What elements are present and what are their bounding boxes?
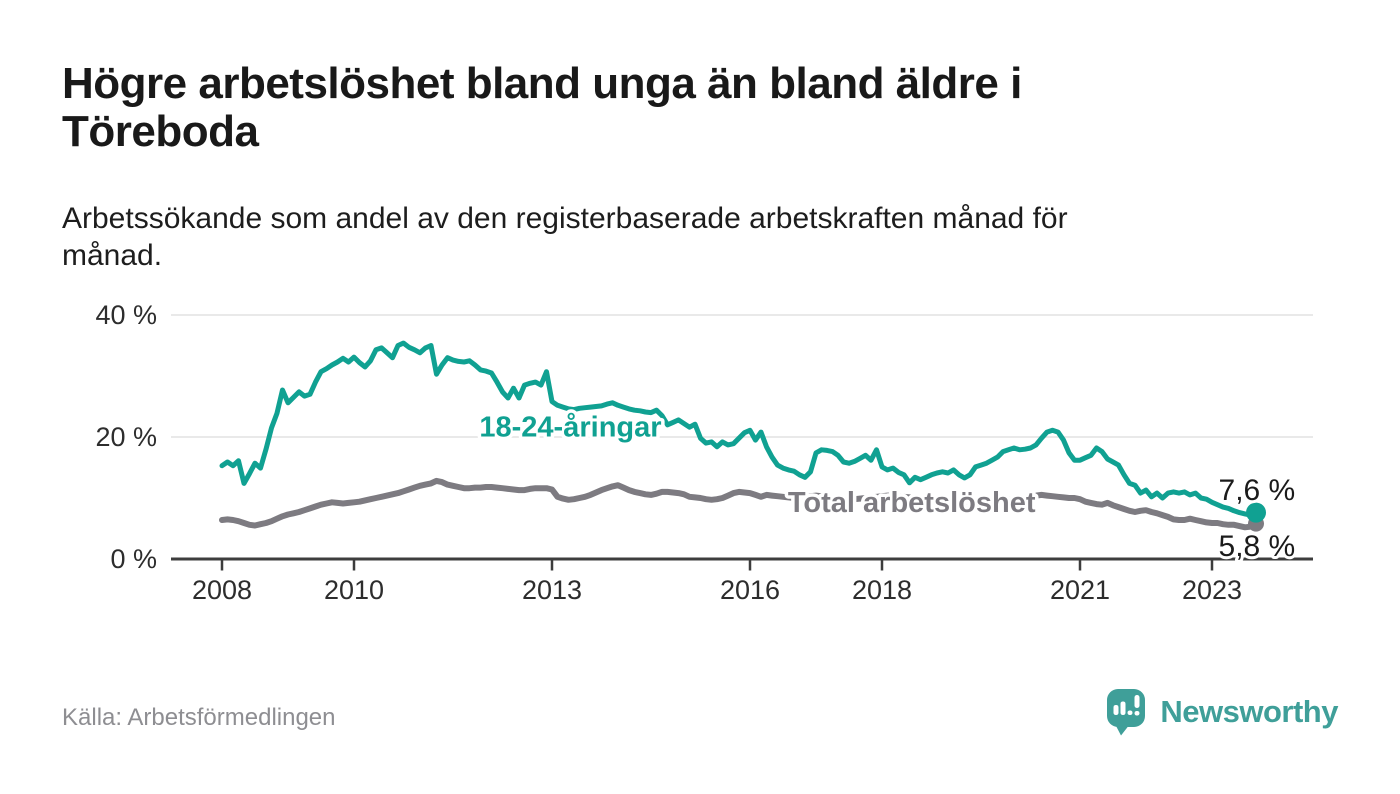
x-tick-label: 2021 <box>1050 575 1110 605</box>
y-tick-label: 20 % <box>95 422 157 452</box>
y-tick-label: 0 % <box>110 544 157 574</box>
end-value-label-18-24-ringar: 7,6 % <box>1219 474 1296 507</box>
end-value-label-total-arbetsl-shet: 5,8 % <box>1219 530 1296 563</box>
x-tick-label: 2018 <box>852 575 912 605</box>
chart-title: Högre arbetslöshet bland unga än bland ä… <box>62 59 1022 156</box>
end-dot-18-24-ringar <box>1246 502 1266 523</box>
series-inline-label-18-24-ringar: 18-24-åringar <box>479 412 661 444</box>
newsworthy-logo-text: Newsworthy <box>1160 694 1338 729</box>
x-tick-label: 2008 <box>192 575 252 605</box>
series-inline-label-total-arbetsl-shet: Total arbetslöshet <box>788 487 1036 519</box>
x-tick-label: 2023 <box>1182 575 1242 605</box>
source-label: Källa: Arbetsförmedlingen <box>62 704 336 731</box>
chart-subtitle: Arbetssökande som andel av den registerb… <box>62 202 1068 272</box>
x-tick-label: 2010 <box>324 575 384 605</box>
series-line-total-arbetsl-shet <box>219 477 1259 531</box>
x-tick-label: 2016 <box>720 575 780 605</box>
y-tick-label: 40 % <box>95 300 157 330</box>
newsworthy-logo: Newsworthy <box>1106 688 1338 736</box>
x-tick-label: 2013 <box>522 575 582 605</box>
newsworthy-logo-icon <box>1107 689 1146 736</box>
series-line-18-24-ringar <box>219 340 1259 518</box>
